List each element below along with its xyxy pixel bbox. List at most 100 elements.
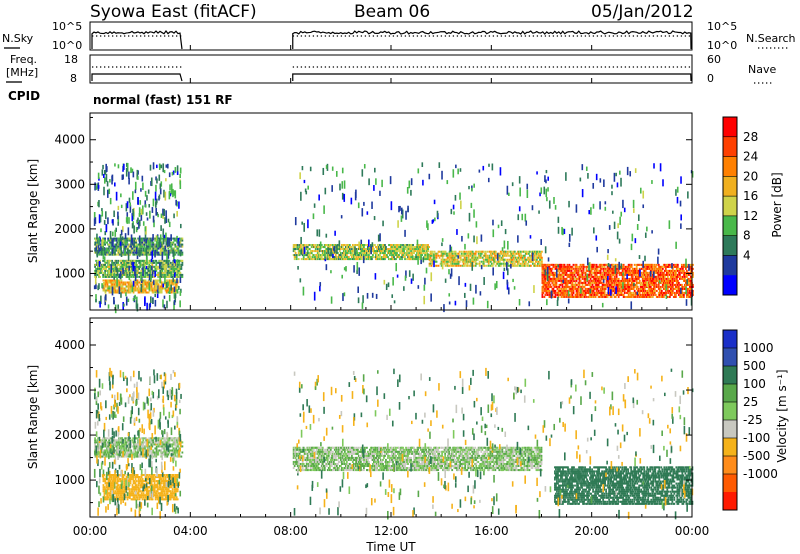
echo-cell xyxy=(110,285,113,288)
echo-cell xyxy=(551,279,554,282)
echo-cell xyxy=(139,243,142,246)
echo-cell xyxy=(541,269,544,272)
echo-cell xyxy=(126,271,129,274)
echo-cell xyxy=(621,293,624,296)
echo-cell xyxy=(567,290,570,297)
echo-cell xyxy=(123,291,126,294)
echo-cell xyxy=(640,285,643,288)
echo-cell xyxy=(351,258,354,261)
echo-cell xyxy=(489,254,492,257)
echo-cell xyxy=(160,259,163,262)
echo-cell xyxy=(472,260,475,263)
echo-cell xyxy=(607,285,610,288)
echo-cell xyxy=(111,219,114,224)
echo-cell xyxy=(539,258,542,261)
echo-cell xyxy=(602,263,605,266)
echo-cell xyxy=(126,241,129,244)
echo-cell xyxy=(369,250,371,253)
echo-cell xyxy=(415,256,417,259)
echo-cell xyxy=(126,248,129,255)
echo-cell xyxy=(600,281,603,284)
echo-cell xyxy=(104,285,107,288)
echo-cell xyxy=(646,295,649,298)
freq-label-line2: [MHz] xyxy=(6,66,38,79)
echo-cell xyxy=(127,269,130,272)
echo-cell xyxy=(649,281,652,284)
echo-cell xyxy=(420,250,422,253)
echo-cell xyxy=(117,289,120,292)
echo-cell xyxy=(620,285,623,288)
freq-tick-bottom: 8 xyxy=(70,72,77,85)
echo-cell xyxy=(631,271,634,274)
echo-cell xyxy=(176,265,179,268)
echo-cell xyxy=(542,271,545,274)
echo-cell xyxy=(117,248,119,253)
echo-cell xyxy=(641,295,644,298)
echo-cell xyxy=(597,283,600,286)
echo-cell xyxy=(144,226,147,232)
echo-cell xyxy=(447,252,450,255)
echo-cell xyxy=(134,281,137,284)
echo-cell xyxy=(160,265,163,268)
echo-cell xyxy=(343,244,346,247)
echo-cell xyxy=(583,285,586,288)
echo-cell xyxy=(123,283,126,286)
echo-cell xyxy=(645,265,648,268)
echo-cell xyxy=(674,285,677,288)
echo-cell xyxy=(463,260,466,263)
echo-cell xyxy=(474,258,477,261)
echo-cell xyxy=(529,260,532,263)
echo-cell xyxy=(154,299,157,307)
echo-cell xyxy=(356,254,359,257)
echo-cell xyxy=(428,254,431,257)
echo-cell xyxy=(117,304,119,309)
echo-cell xyxy=(592,293,595,296)
echo-cell xyxy=(687,283,690,286)
echo-cell xyxy=(648,289,651,292)
echo-cell xyxy=(463,264,466,267)
echo-cell xyxy=(346,250,349,253)
echo-cell xyxy=(618,285,621,288)
echo-cell xyxy=(660,273,663,276)
echo-cell xyxy=(389,258,391,261)
echo-cell xyxy=(125,253,128,256)
echo-cell xyxy=(628,269,631,272)
echo-cell xyxy=(301,248,304,251)
echo-cell xyxy=(570,295,573,298)
echo-cell xyxy=(659,285,662,288)
echo-cell xyxy=(341,252,344,255)
echo-cell xyxy=(596,285,599,288)
echo-cell xyxy=(672,275,675,278)
echo-cell xyxy=(665,291,668,294)
echo-cell xyxy=(136,245,139,248)
echo-cell xyxy=(166,237,169,244)
echo-cell xyxy=(598,277,601,280)
echo-cell xyxy=(408,246,410,249)
echo-cell xyxy=(616,271,619,274)
echo-cell xyxy=(159,183,162,190)
echo-cell xyxy=(590,287,593,290)
echo-cell xyxy=(628,277,631,280)
echo-cell xyxy=(134,259,137,262)
echo-cell xyxy=(592,285,595,288)
echo-cell xyxy=(425,248,427,251)
echo-cell xyxy=(148,241,151,244)
echo-cell xyxy=(120,281,123,284)
echo-cell xyxy=(643,273,646,276)
echo-cell xyxy=(453,260,456,263)
echo-cell xyxy=(565,265,568,268)
echo-cell xyxy=(654,277,657,280)
echo-cell xyxy=(639,263,642,266)
echo-cell xyxy=(107,243,110,246)
echo-cell xyxy=(612,265,615,268)
echo-cell xyxy=(508,264,511,267)
echo-cell xyxy=(575,295,578,298)
echo-cell xyxy=(636,275,639,278)
echo-cell xyxy=(579,263,582,266)
echo-cell xyxy=(137,265,140,268)
echo-cell xyxy=(136,289,139,292)
echo-cell xyxy=(657,265,660,268)
echo-cell xyxy=(591,267,594,270)
echo-cell xyxy=(172,170,175,175)
echo-cell xyxy=(473,258,476,261)
